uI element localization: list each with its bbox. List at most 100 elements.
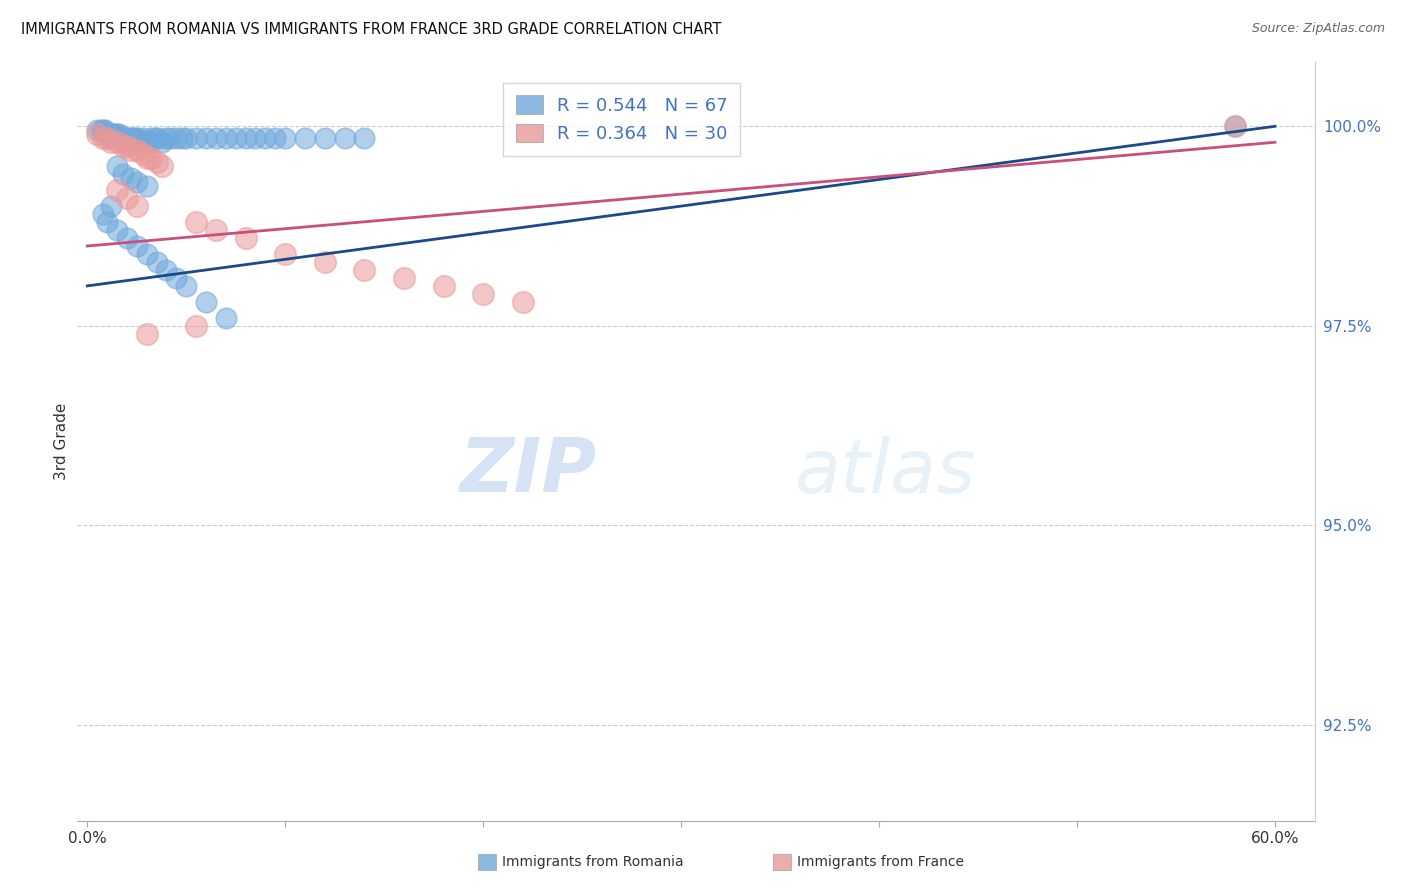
- Point: [152, 135, 174, 149]
- Point: [184, 215, 207, 229]
- Point: [245, 131, 267, 145]
- Point: [120, 143, 142, 157]
- Point: [139, 151, 162, 165]
- Point: [125, 143, 148, 157]
- Point: [114, 135, 136, 149]
- Point: [118, 131, 141, 145]
- Point: [143, 131, 166, 145]
- Point: [294, 131, 316, 145]
- Point: [121, 131, 143, 145]
- Point: [215, 310, 238, 325]
- Text: IMMIGRANTS FROM ROMANIA VS IMMIGRANTS FROM FRANCE 3RD GRADE CORRELATION CHART: IMMIGRANTS FROM ROMANIA VS IMMIGRANTS FR…: [21, 22, 721, 37]
- Bar: [773, 854, 792, 870]
- Point: [333, 131, 356, 145]
- Point: [111, 139, 134, 153]
- Point: [120, 131, 142, 145]
- Point: [235, 131, 257, 145]
- Point: [392, 271, 415, 285]
- Point: [131, 131, 153, 145]
- Point: [314, 255, 336, 269]
- Point: [100, 199, 122, 213]
- Point: [115, 131, 138, 145]
- Point: [96, 128, 118, 142]
- Point: [195, 294, 218, 309]
- Point: [155, 263, 177, 277]
- Text: Immigrants from France: Immigrants from France: [797, 855, 965, 869]
- Point: [184, 131, 207, 145]
- Point: [172, 131, 194, 145]
- Point: [264, 131, 287, 145]
- Point: [472, 286, 495, 301]
- Point: [125, 175, 148, 189]
- Point: [90, 123, 112, 137]
- Point: [86, 128, 108, 142]
- Text: ZIP: ZIP: [460, 435, 598, 508]
- Point: [235, 231, 257, 245]
- Point: [139, 131, 162, 145]
- Y-axis label: 3rd Grade: 3rd Grade: [53, 403, 69, 480]
- Point: [159, 131, 181, 145]
- Point: [165, 131, 187, 145]
- Point: [205, 223, 228, 237]
- Point: [152, 159, 174, 173]
- Point: [115, 139, 138, 153]
- Point: [111, 167, 134, 181]
- Point: [135, 151, 157, 165]
- Point: [432, 279, 454, 293]
- Text: Immigrants from Romania: Immigrants from Romania: [502, 855, 683, 869]
- Point: [274, 131, 297, 145]
- Point: [104, 128, 127, 142]
- Point: [135, 326, 157, 341]
- Point: [205, 131, 228, 145]
- Point: [314, 131, 336, 145]
- Point: [129, 135, 152, 149]
- Point: [105, 183, 128, 197]
- Point: [105, 223, 128, 237]
- Point: [512, 294, 534, 309]
- Point: [353, 263, 375, 277]
- Point: [124, 131, 146, 145]
- Legend: R = 0.544   N = 67, R = 0.364   N = 30: R = 0.544 N = 67, R = 0.364 N = 30: [503, 83, 741, 156]
- Point: [135, 135, 157, 149]
- Point: [125, 199, 148, 213]
- Point: [174, 279, 197, 293]
- Point: [94, 123, 117, 137]
- Point: [91, 207, 114, 221]
- Text: Source: ZipAtlas.com: Source: ZipAtlas.com: [1251, 22, 1385, 36]
- Bar: [478, 854, 496, 870]
- Point: [135, 247, 157, 261]
- Point: [155, 131, 177, 145]
- Point: [105, 159, 128, 173]
- Point: [98, 128, 121, 142]
- Point: [115, 191, 138, 205]
- Point: [125, 131, 148, 145]
- Point: [254, 131, 277, 145]
- Point: [91, 123, 114, 137]
- Point: [128, 135, 150, 149]
- Point: [135, 179, 157, 194]
- Point: [215, 131, 238, 145]
- Point: [165, 271, 187, 285]
- Point: [184, 318, 207, 333]
- Point: [148, 131, 170, 145]
- Point: [115, 231, 138, 245]
- Point: [101, 128, 124, 142]
- Point: [86, 123, 108, 137]
- Point: [108, 128, 131, 142]
- Point: [131, 147, 153, 161]
- Point: [353, 131, 375, 145]
- Point: [138, 135, 160, 149]
- Point: [111, 131, 134, 145]
- Point: [145, 255, 167, 269]
- Text: atlas: atlas: [794, 436, 976, 508]
- Point: [274, 247, 297, 261]
- Point: [145, 155, 167, 169]
- Point: [110, 131, 132, 145]
- Point: [100, 131, 122, 145]
- Point: [1225, 120, 1247, 134]
- Point: [100, 135, 122, 149]
- Point: [195, 131, 218, 145]
- Point: [105, 128, 128, 142]
- Point: [1225, 120, 1247, 134]
- Point: [96, 215, 118, 229]
